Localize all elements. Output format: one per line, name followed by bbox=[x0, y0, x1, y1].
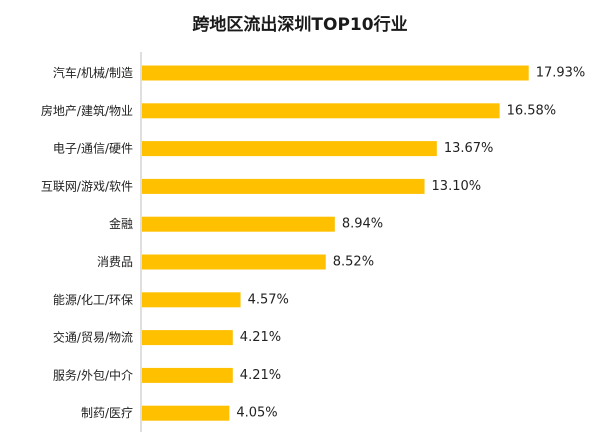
value-label-6: 8.52% bbox=[333, 255, 374, 270]
value-label-8: 4.21% bbox=[240, 330, 281, 345]
category-label-10: 制药/医疗 bbox=[81, 406, 133, 420]
value-label-4: 13.10% bbox=[432, 179, 482, 194]
bar-3 bbox=[142, 141, 437, 157]
bar-4 bbox=[142, 178, 425, 194]
value-label-1: 17.93% bbox=[536, 66, 586, 81]
category-label-6: 消费品 bbox=[97, 255, 133, 269]
category-label-2: 房地产/建筑/物业 bbox=[41, 103, 133, 118]
category-label-3: 电子/通信/硬件 bbox=[53, 142, 133, 156]
bar-7 bbox=[142, 292, 241, 308]
category-label-7: 能源/化工/环保 bbox=[53, 293, 133, 307]
value-labels-group: 17.93% 16.58% 13.67% 13.10% 8.94% 8.52% 4.57% 4… bbox=[236, 66, 585, 421]
bars-group bbox=[142, 65, 529, 421]
bar-2 bbox=[142, 103, 500, 119]
category-label-4: 互联网/游戏/软件 bbox=[41, 179, 133, 193]
value-label-7: 4.57% bbox=[248, 292, 289, 307]
bar-6 bbox=[142, 254, 326, 270]
value-label-9: 4.21% bbox=[240, 368, 281, 383]
value-label-3: 13.67% bbox=[444, 141, 494, 156]
category-label-1: 汽车/机械/制造 bbox=[53, 65, 133, 80]
category-label-5: 金融 bbox=[109, 216, 133, 231]
value-label-2: 16.58% bbox=[507, 103, 557, 118]
bar-10 bbox=[142, 405, 230, 421]
bar-9 bbox=[142, 367, 233, 383]
bar-8 bbox=[142, 330, 233, 346]
value-label-5: 8.94% bbox=[342, 217, 383, 232]
bar-5 bbox=[142, 216, 335, 232]
bar-1 bbox=[142, 65, 529, 81]
chart-title: 跨地区流出深圳TOP10行业 bbox=[192, 15, 408, 35]
category-labels-group: 汽车/机械/制造房地产/建筑/物业电子/通信/硬件互联网/游戏/软件金融消费品能… bbox=[41, 65, 133, 420]
value-label-10: 4.05% bbox=[236, 406, 277, 421]
category-label-8: 交通/贸易/物流 bbox=[53, 330, 133, 345]
category-label-9: 服务/外包/中介 bbox=[53, 367, 133, 382]
